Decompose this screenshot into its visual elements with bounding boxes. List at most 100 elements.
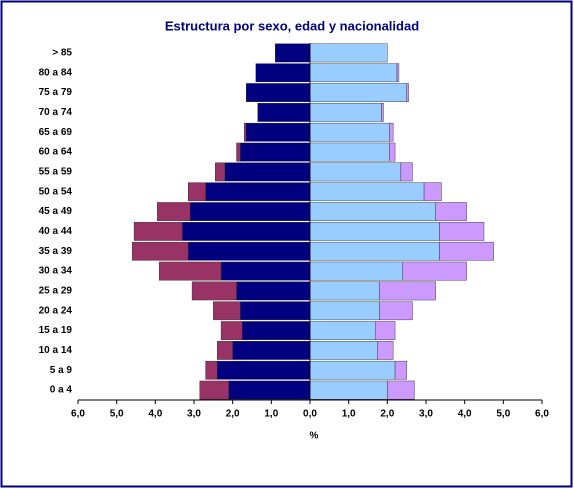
bar — [389, 122, 394, 142]
bar — [224, 162, 311, 182]
y-tick-label: 30 a 34 — [39, 266, 73, 277]
bar — [257, 103, 311, 122]
bar — [309, 162, 402, 182]
bar — [309, 341, 378, 360]
y-tick-label: 25 a 29 — [39, 286, 73, 297]
bar — [244, 122, 247, 142]
y-tick-label: 20 a 24 — [39, 305, 73, 316]
x-tick-label: 5,0 — [110, 409, 124, 420]
x-tick-label: 6,0 — [535, 409, 549, 420]
bar — [240, 142, 311, 162]
chart-title: Estructura por sexo, edad y nacionalidad — [165, 18, 419, 33]
bar — [216, 360, 311, 380]
y-tick-label: 35 a 39 — [39, 246, 73, 257]
bar — [439, 222, 485, 241]
bar — [309, 380, 388, 400]
bar — [216, 341, 233, 360]
bar — [187, 182, 206, 202]
y-tick-label: 15 a 19 — [39, 325, 73, 336]
y-tick-label: 60 a 64 — [39, 147, 73, 158]
bar — [309, 281, 380, 301]
bar — [435, 202, 467, 221]
bar — [213, 301, 241, 321]
y-tick-label: 40 a 44 — [39, 226, 73, 237]
bar — [157, 202, 191, 221]
y-tick-label: 5 a 9 — [50, 365, 73, 376]
x-tick-label: 1,0 — [264, 409, 278, 420]
bar — [309, 142, 390, 162]
bar — [387, 380, 415, 400]
y-tick-label: 10 a 14 — [39, 345, 73, 356]
bar — [394, 360, 407, 380]
bar — [133, 222, 183, 241]
bar — [182, 222, 311, 241]
bar — [309, 63, 398, 83]
bar — [245, 83, 311, 102]
bar — [309, 103, 382, 122]
bar — [377, 341, 394, 360]
y-tick-label: 75 a 79 — [39, 87, 73, 98]
bar — [309, 301, 380, 321]
bar — [406, 83, 409, 102]
bar — [375, 321, 396, 340]
y-tick-label: 70 a 74 — [39, 107, 73, 118]
x-tick-label: 2,0 — [380, 409, 394, 420]
bar — [396, 63, 400, 83]
x-tick-label: 4,0 — [458, 409, 472, 420]
bar — [236, 281, 311, 301]
bar — [309, 321, 376, 340]
bar — [242, 321, 311, 340]
bar — [205, 360, 218, 380]
bar — [400, 162, 413, 182]
y-tick-label: 50 a 54 — [39, 186, 73, 197]
x-tick-label: 5,0 — [496, 409, 510, 420]
x-tick-label: 3,0 — [187, 409, 201, 420]
x-axis-label: % — [310, 431, 319, 442]
bar — [381, 103, 384, 122]
x-tick-label: 1,0 — [342, 409, 356, 420]
bar — [220, 261, 311, 281]
x-tick-label: 3,0 — [419, 409, 433, 420]
bar — [402, 261, 467, 281]
bar — [240, 301, 311, 321]
bar — [439, 241, 494, 261]
y-tick-label: 0 a 4 — [50, 385, 73, 396]
bar — [309, 222, 440, 241]
bar — [228, 380, 311, 400]
bar — [309, 241, 440, 261]
bar — [232, 341, 311, 360]
x-tick-label: 4,0 — [148, 409, 162, 420]
bar — [309, 83, 407, 102]
bar — [189, 202, 311, 221]
y-tick-label: 80 a 84 — [39, 67, 73, 78]
bar — [220, 321, 243, 340]
x-tick-label: 2,0 — [226, 409, 240, 420]
bar — [423, 182, 442, 202]
bar — [309, 261, 404, 281]
bar — [245, 122, 311, 142]
bar — [275, 43, 311, 63]
bar — [389, 142, 396, 162]
y-tick-label: > 85 — [52, 48, 72, 59]
y-tick-label: 55 a 59 — [39, 167, 73, 178]
y-tick-label: 65 a 69 — [39, 127, 73, 138]
bar — [236, 142, 241, 162]
bar — [309, 122, 390, 142]
bar — [187, 241, 311, 261]
bar — [379, 281, 436, 301]
bar — [158, 261, 222, 281]
bar — [309, 43, 388, 63]
bar — [205, 182, 311, 202]
bar — [255, 63, 311, 83]
y-tick-label: 45 a 49 — [39, 206, 73, 217]
x-tick-label: 6,0 — [71, 409, 85, 420]
bar — [131, 241, 189, 261]
bar — [191, 281, 237, 301]
bar — [309, 182, 425, 202]
bar — [309, 202, 436, 221]
bar — [215, 162, 226, 182]
bar — [379, 301, 413, 321]
x-tick-label: 0,0 — [303, 409, 317, 420]
bar — [199, 380, 230, 400]
